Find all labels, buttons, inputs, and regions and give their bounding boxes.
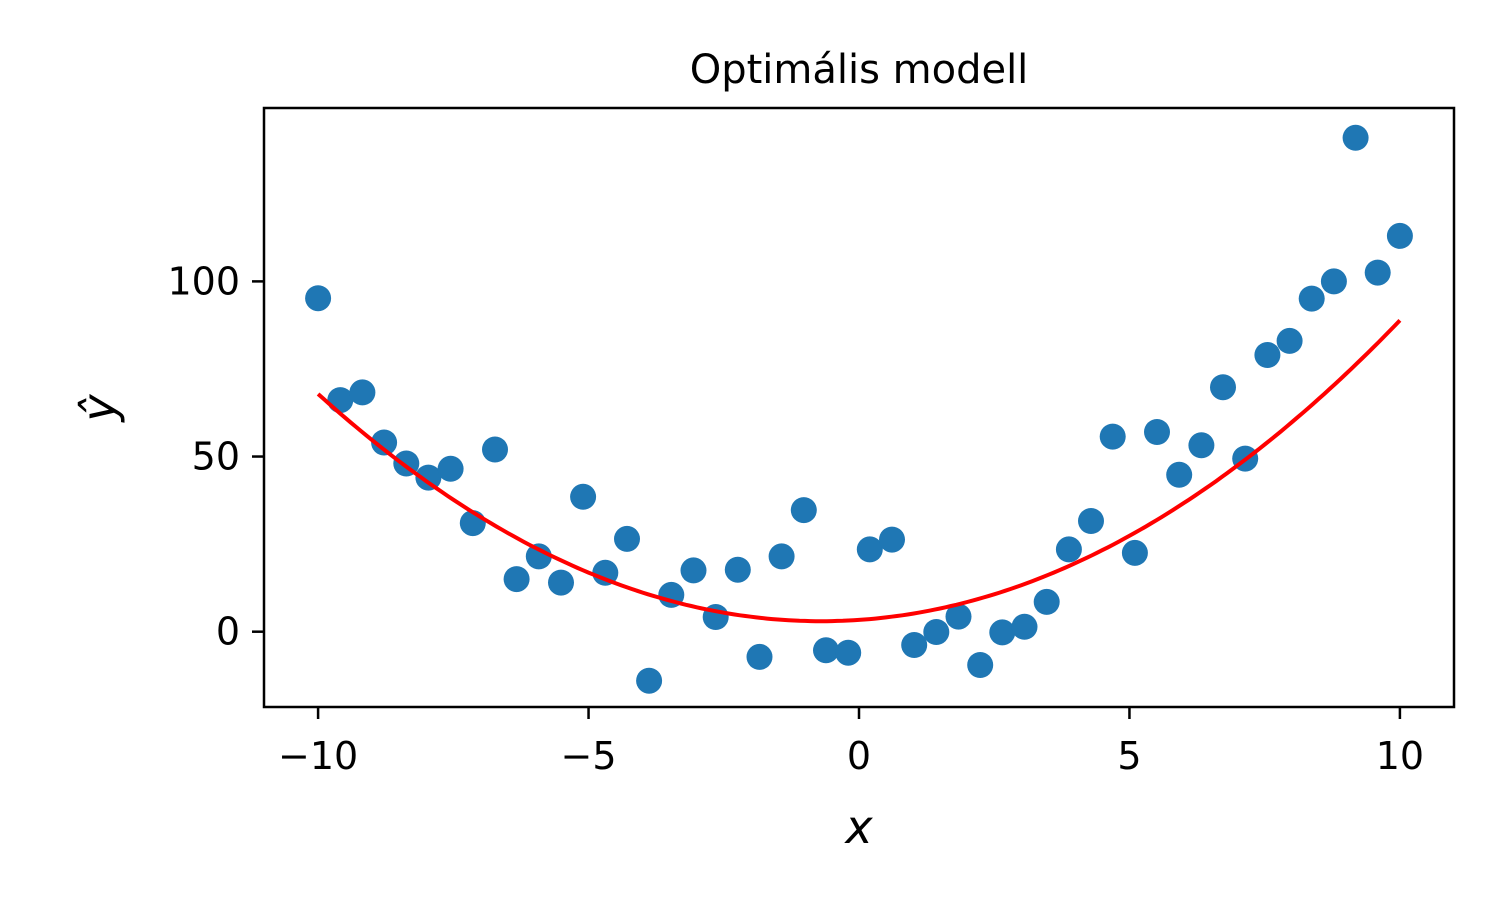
scatter-point [879, 526, 905, 553]
scatter-point [1188, 432, 1215, 459]
x-axis-label: x [843, 800, 873, 854]
scatter-point [680, 557, 707, 584]
x-tick-label: 10 [1376, 734, 1424, 778]
scatter-point [768, 543, 795, 570]
x-tick-label: −10 [278, 734, 358, 778]
scatter-point [1386, 222, 1413, 249]
scatter-point [415, 464, 442, 491]
scatter-point [724, 556, 751, 583]
scatter-point [548, 569, 574, 596]
x-tick-label: 5 [1117, 734, 1141, 778]
scatter-point [901, 632, 928, 658]
scatter-point [482, 436, 508, 463]
fit-line [316, 319, 1402, 624]
scatter-point [592, 559, 619, 586]
scatter-point [1254, 342, 1281, 368]
x-tick-label: 0 [847, 734, 871, 778]
plot-frame [262, 106, 1456, 709]
scatter-point [1276, 327, 1303, 354]
chart-title: Optimális modell [690, 47, 1029, 93]
scatter-point [813, 637, 839, 664]
y-tick-label: 100 [167, 259, 240, 303]
scatter-point [835, 639, 862, 666]
scatter-point [746, 643, 773, 670]
scatter-point [989, 619, 1016, 646]
scatter-point [790, 497, 817, 524]
scatter-point [1055, 536, 1082, 563]
scatter-point [327, 387, 354, 414]
y-axis: 0 50 100 [167, 259, 264, 654]
scatter-point [1364, 259, 1391, 286]
y-axis-label: ŷ [72, 394, 126, 424]
scatter-point [614, 525, 640, 552]
scatter-point [503, 566, 530, 593]
scatter-point [570, 483, 597, 510]
plot-area [305, 124, 1413, 694]
scatter-point [525, 543, 552, 570]
scatter-point [1099, 423, 1126, 450]
y-tick-label: 50 [192, 435, 240, 479]
scatter-point [437, 455, 464, 482]
scatter-point [1320, 268, 1347, 295]
scatter-point [1011, 613, 1038, 640]
scatter-point [305, 285, 332, 312]
y-tick-label: 0 [216, 610, 240, 654]
x-axis: −10 −5 0 5 10 [278, 707, 1424, 778]
scatter-point [1078, 508, 1104, 534]
scatter-point [349, 379, 376, 406]
scatter-point [636, 667, 663, 694]
scatter-point [967, 652, 994, 678]
scatter-point [856, 536, 883, 563]
scatter-point [1121, 539, 1148, 566]
scatter-point [1144, 419, 1170, 445]
scatter-point [1210, 374, 1236, 401]
scatter-point [1033, 588, 1060, 615]
scatter-point [923, 619, 950, 645]
scatter-point [1342, 124, 1369, 151]
x-tick-label: −5 [561, 734, 617, 778]
scatter-point [1298, 285, 1325, 312]
scatter-point [945, 603, 972, 630]
scatter-point [1166, 461, 1193, 488]
scatter-point [371, 429, 398, 456]
